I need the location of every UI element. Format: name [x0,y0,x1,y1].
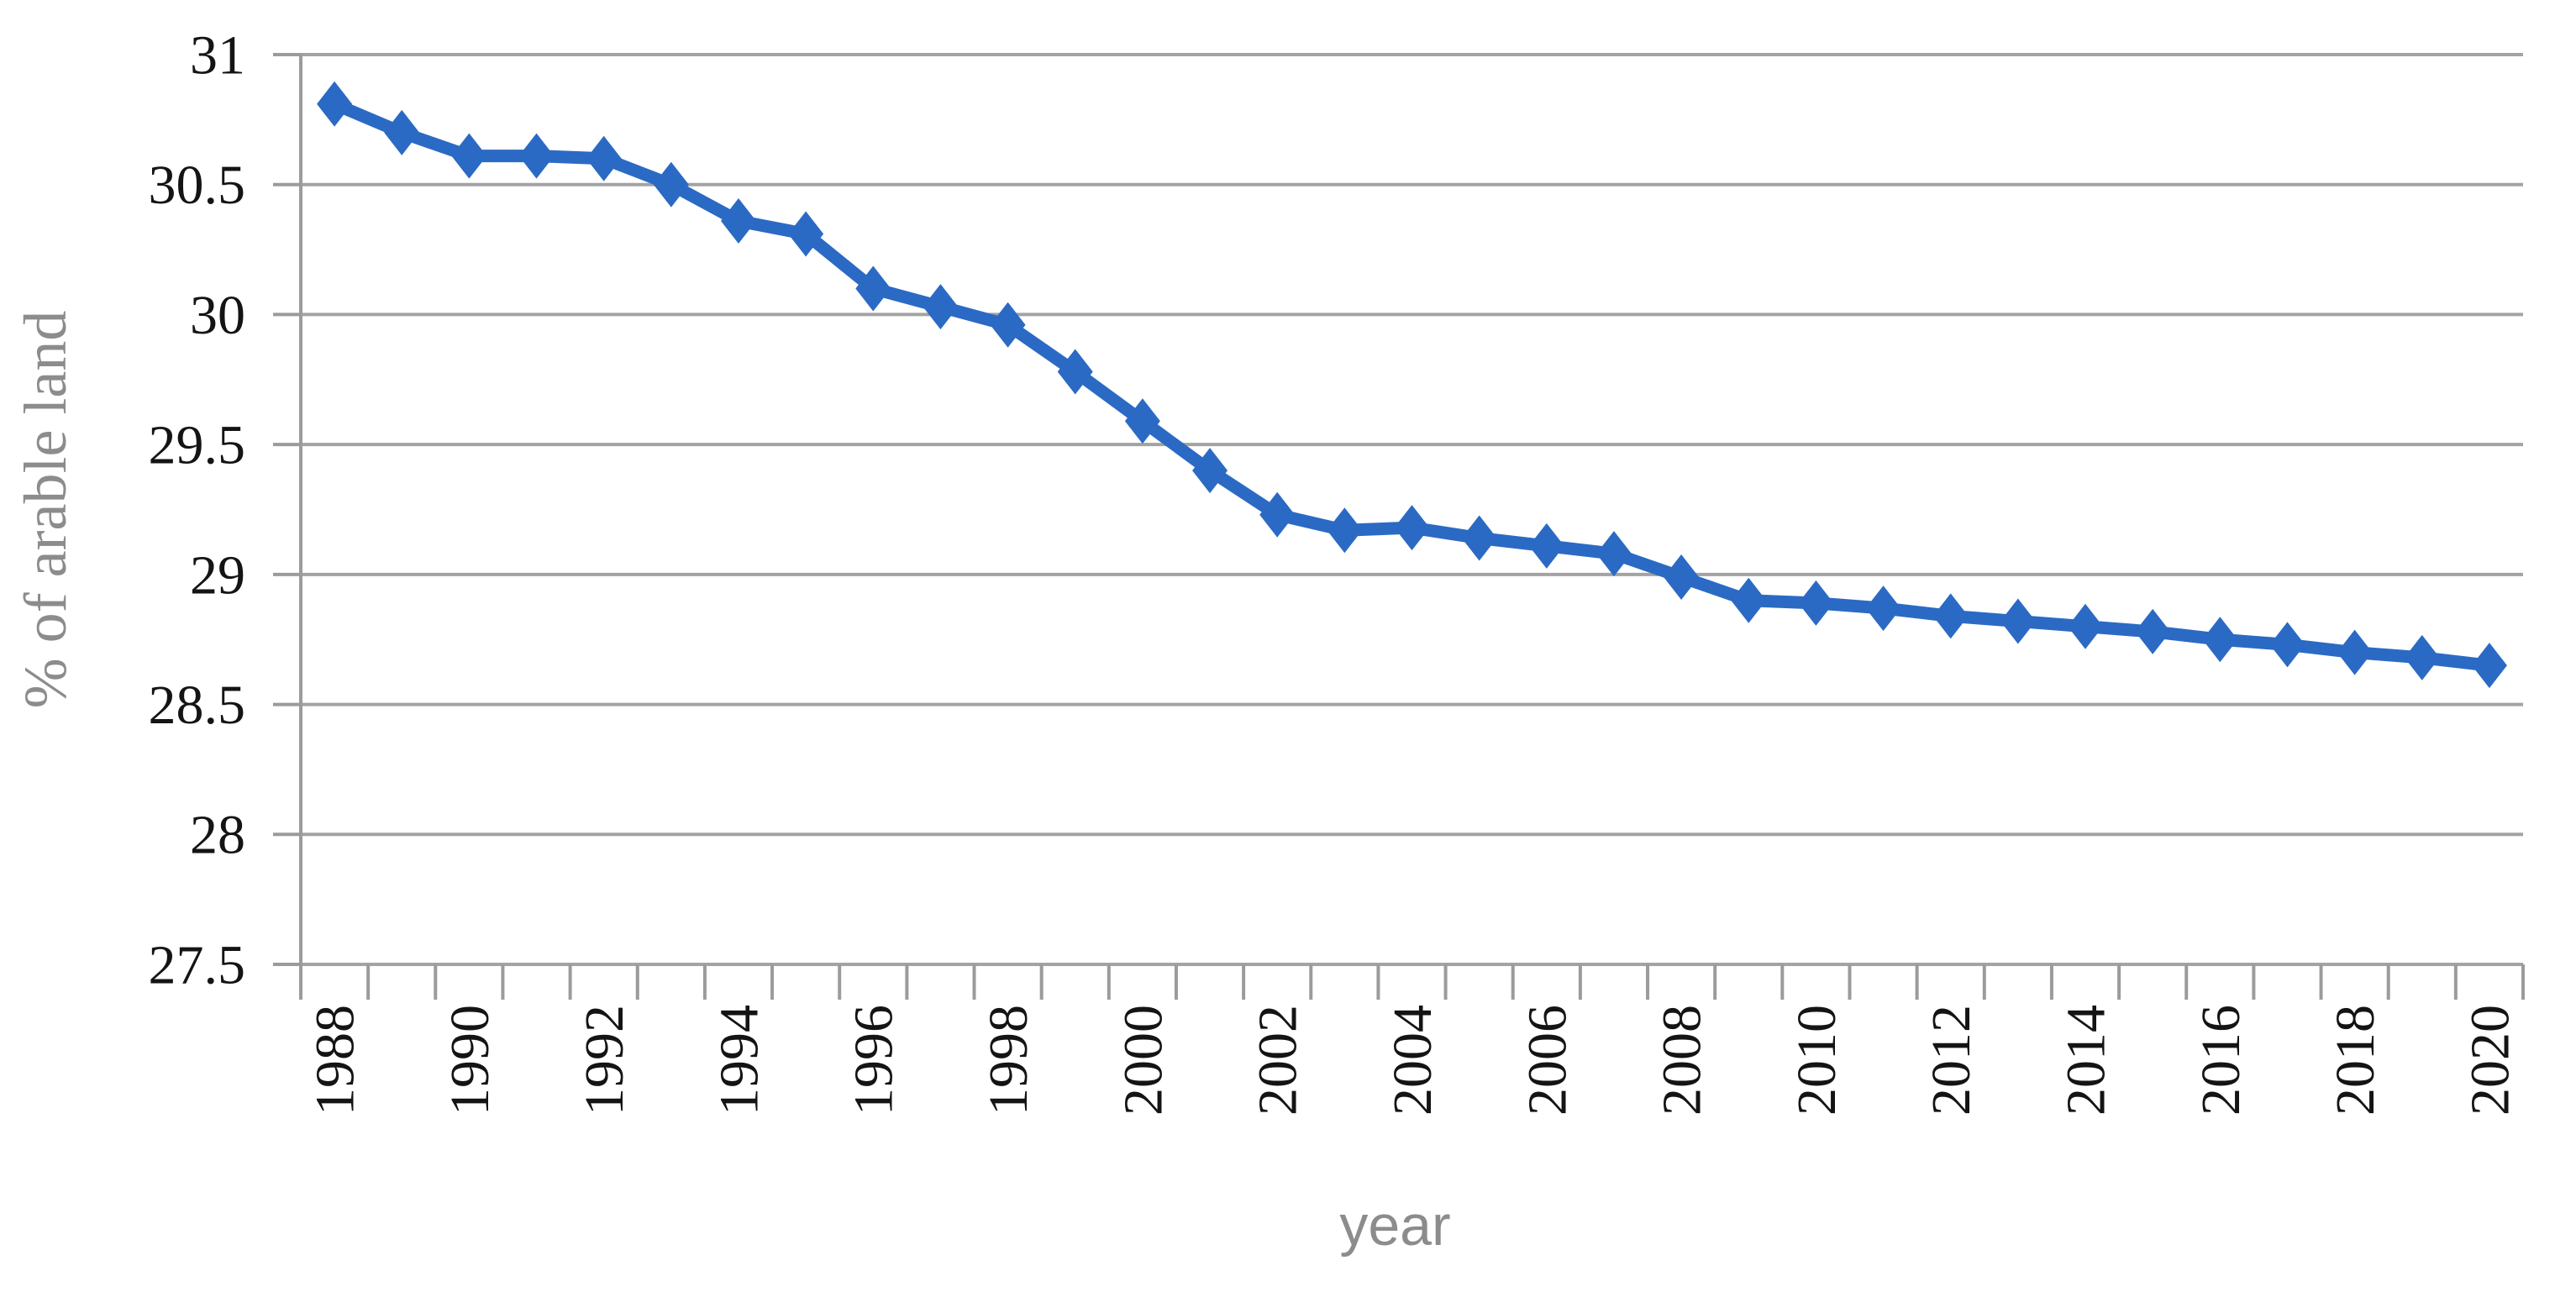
y-axis-tick-label: 29 [190,544,245,606]
data-point-marker [923,284,959,330]
x-axis-tick-label: 2010 [1786,1005,1848,1116]
x-axis-tick-label: 1988 [305,1005,366,1116]
y-axis-tick-label: 27.5 [149,934,246,995]
x-axis-tick-label: 2006 [1517,1005,1578,1116]
data-point-marker [2404,634,2440,680]
y-axis-tick-label: 29.5 [149,415,246,476]
data-point-marker [1327,507,1363,554]
data-point-marker [1865,586,1901,632]
data-point-marker [1259,491,1296,538]
data-point-marker [1596,531,1632,577]
data-point-marker [317,81,353,127]
y-axis-title: % of arable land [12,311,79,709]
data-point-marker [1394,505,1430,551]
x-axis-tick-label: 2000 [1112,1005,1174,1116]
x-axis-title: year [1339,1194,1450,1258]
data-point-marker [855,265,891,312]
x-axis-tick-label: 2014 [2055,1005,2116,1116]
data-point-marker [1461,515,1497,561]
data-point-marker [1124,398,1160,444]
data-point-marker [788,211,824,257]
x-axis-tick-label: 1992 [574,1005,635,1116]
data-point-marker [653,161,689,207]
data-point-marker [990,302,1026,348]
data-point-marker [1057,349,1093,395]
data-point-marker [2000,598,2036,644]
y-axis-tick-label: 30 [190,285,245,346]
x-axis-tick-label: 2012 [1921,1005,1982,1116]
data-point-marker [1192,448,1228,494]
y-axis-tick-label: 31 [190,24,245,86]
data-point-marker [1798,580,1834,626]
x-axis-tick-label: 2016 [2190,1005,2252,1116]
data-point-marker [1932,593,1969,639]
x-axis-tick-label: 1996 [844,1005,905,1116]
data-point-marker [518,133,555,179]
x-axis-tick-label: 2020 [2459,1005,2521,1116]
data-point-marker [2269,622,2305,668]
x-axis-tick-label: 2018 [2325,1005,2386,1116]
data-point-marker [2202,617,2238,663]
x-axis-tick-label: 2008 [1652,1005,1713,1116]
y-axis-tick-label: 28.5 [149,675,246,736]
data-point-marker [1528,523,1564,569]
x-axis-tick-label: 1990 [439,1005,501,1116]
data-point-marker [2135,608,2171,654]
y-axis-tick-label: 30.5 [149,155,246,216]
data-point-marker [1731,577,1767,623]
data-point-marker [2337,629,2373,675]
data-point-marker [720,198,756,244]
data-point-marker [1664,554,1700,600]
data-point-marker [384,109,420,155]
x-axis-tick-label: 1998 [978,1005,1039,1116]
x-axis-tick-label: 1994 [708,1005,770,1116]
data-point-marker [451,133,487,179]
data-point-marker [2068,603,2104,649]
data-point-marker [586,135,622,181]
x-axis-tick-label: 2004 [1382,1005,1443,1116]
y-axis-tick-label: 28 [190,805,245,866]
data-point-marker [2471,643,2507,689]
x-axis-tick-label: 2002 [1248,1005,1309,1116]
